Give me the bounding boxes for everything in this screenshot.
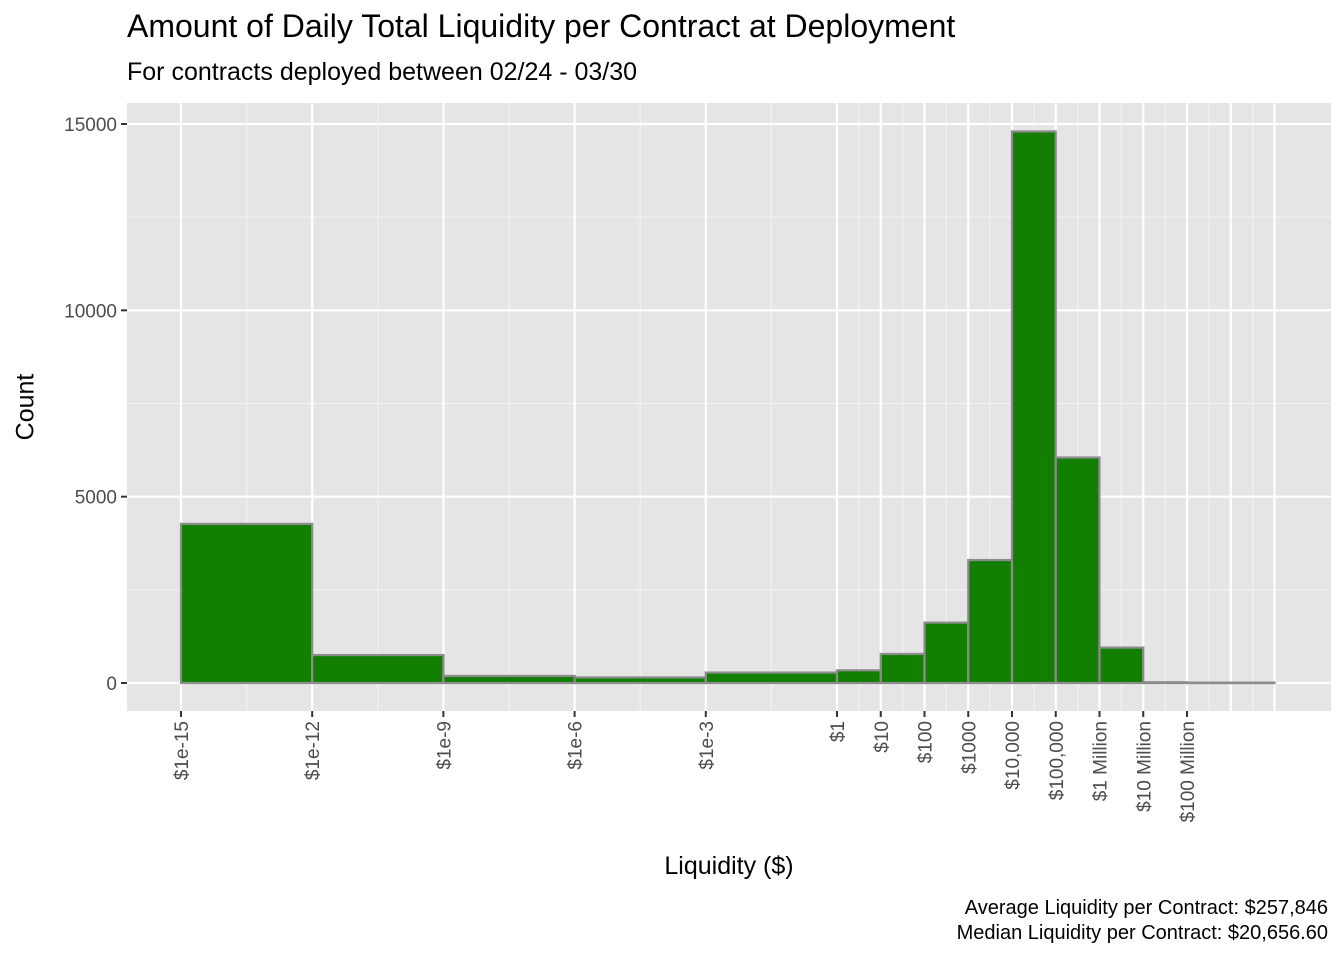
x-axis-label: Liquidity ($)	[664, 852, 794, 880]
x-tick-label: $10 Million	[1134, 721, 1155, 812]
y-tick-label: 10000	[64, 301, 117, 322]
caption-median: Median Liquidity per Contract: $20,656.6…	[956, 922, 1328, 944]
x-tick-label: $10	[872, 721, 893, 753]
x-tick-label: $100 Million	[1178, 721, 1199, 822]
x-tick-label: $1 Million	[1091, 721, 1112, 801]
histogram-bar-7	[923, 621, 970, 685]
histogram-bar-1	[311, 653, 445, 685]
histogram-bar-11	[1098, 646, 1145, 685]
histogram-bar-0	[179, 522, 314, 685]
x-tick-label: $1e-3	[697, 721, 718, 770]
x-tick-label: $1e-12	[303, 721, 324, 780]
histogram-bar-9	[1010, 130, 1057, 685]
x-tick-label: $100,000	[1047, 721, 1068, 800]
histogram-bar-2	[442, 674, 576, 685]
y-tick-label: 15000	[64, 115, 117, 136]
x-tick-label: $100	[916, 721, 937, 763]
x-tick-label: $1	[828, 721, 849, 742]
chart-subtitle: For contracts deployed between 02/24 - 0…	[127, 58, 638, 86]
x-tick-label: $1e-9	[434, 721, 455, 770]
histogram-bar-12	[1142, 681, 1189, 685]
histogram-bar-6	[879, 652, 926, 685]
histogram-bar-4	[704, 671, 839, 685]
histogram-bar-10	[1054, 456, 1101, 685]
histogram-bar-13	[1185, 681, 1276, 685]
x-tick-label: $10,000	[1003, 721, 1024, 790]
x-tick-label: $1000	[959, 721, 980, 774]
histogram-bar-8	[967, 558, 1014, 685]
x-tick-label: $1e-6	[566, 721, 587, 770]
y-tick-label: 0	[106, 674, 117, 695]
y-tick-label: 5000	[75, 488, 117, 509]
y-axis-label: Count	[11, 373, 40, 441]
chart-caption: Average Liquidity per Contract: $257,846…	[957, 896, 1328, 946]
chart-title: Amount of Daily Total Liquidity per Cont…	[127, 8, 956, 44]
plot-panel	[127, 103, 1331, 711]
histogram-bar-3	[573, 676, 707, 685]
x-tick-label: $1e-15	[172, 721, 193, 780]
histogram-bar-5	[835, 669, 882, 685]
caption-average: Average Liquidity per Contract: $257,846	[964, 897, 1328, 919]
